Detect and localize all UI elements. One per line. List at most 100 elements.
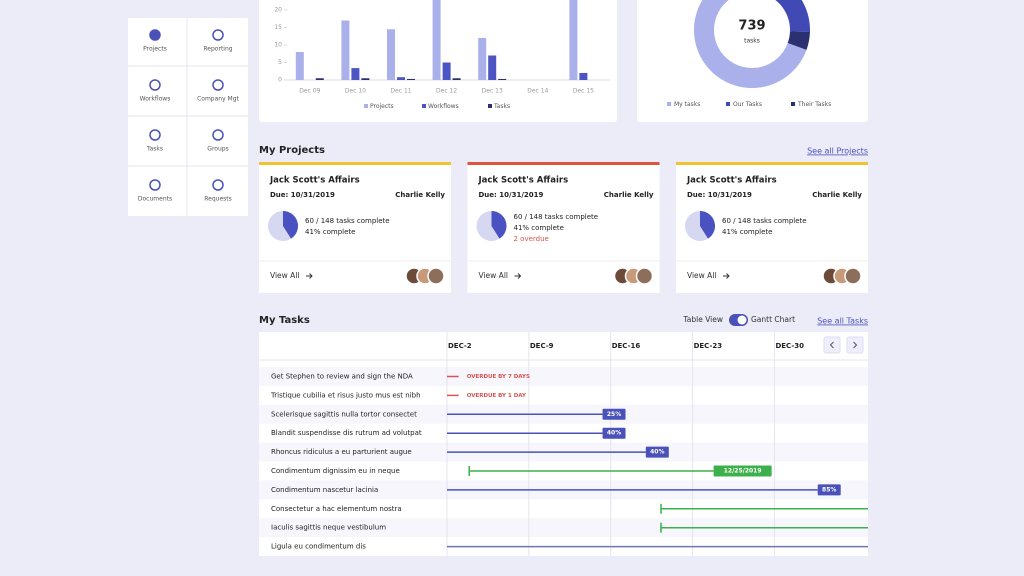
legend-swatch xyxy=(364,104,368,108)
x-tick-label: DEC-23 xyxy=(694,342,723,350)
legend-swatch xyxy=(726,102,730,106)
bar xyxy=(498,78,507,80)
x-tick-label: Dec 13 xyxy=(482,88,503,95)
task-name: Scelerisque sagittis nulla tortor consec… xyxy=(271,410,417,418)
toggle-knob xyxy=(737,315,747,325)
nav-label[interactable]: Workflows xyxy=(140,96,171,103)
task-badge xyxy=(602,427,626,439)
card-accent xyxy=(676,162,868,165)
card-overdue: 2 overdue xyxy=(514,235,549,243)
toggle-right[interactable]: Gantt Chart xyxy=(751,315,795,324)
nav-label[interactable]: Tasks xyxy=(146,146,163,153)
see-all-link[interactable]: See all Projects xyxy=(807,147,868,156)
y-tick-label: 10 xyxy=(274,42,282,49)
section-title: My Projects xyxy=(259,145,325,156)
y-tick-label: 15 xyxy=(274,24,282,31)
legend-label: Our Tasks xyxy=(733,101,762,108)
nav-button[interactable] xyxy=(846,336,864,354)
bar xyxy=(397,77,405,80)
task-name: Iaculis sagittis neque vestibulum xyxy=(271,524,386,532)
legend-swatch xyxy=(667,102,671,106)
task-name: Tristique cubilia et risus justo mus est… xyxy=(270,391,421,399)
nav-icon[interactable] xyxy=(212,129,224,141)
x-tick-label: Dec 12 xyxy=(436,88,457,95)
nav-grid xyxy=(128,18,248,216)
bar xyxy=(407,78,415,80)
card-owner: Charlie Kelly xyxy=(395,191,445,199)
nav-icon[interactable] xyxy=(149,129,161,141)
x-tick-label: Dec 11 xyxy=(390,88,411,95)
nav-button[interactable] xyxy=(823,336,841,354)
x-tick-label: Dec 15 xyxy=(573,88,594,95)
nav-icon[interactable] xyxy=(212,29,224,41)
legend-swatch xyxy=(422,104,426,108)
bar xyxy=(295,52,304,80)
bar xyxy=(341,20,350,80)
legend-swatch xyxy=(488,104,492,108)
toggle-left[interactable]: Table View xyxy=(682,315,723,324)
arrow xyxy=(723,273,730,279)
legend-label: Their Tasks xyxy=(797,101,831,108)
donut-total: 739 xyxy=(738,19,765,34)
task-name: Rhoncus ridiculus a eu parturient augue xyxy=(271,448,412,456)
view-all[interactable]: View All xyxy=(479,271,508,280)
nav-label[interactable]: Requests xyxy=(204,196,232,203)
chevron xyxy=(829,341,834,349)
nav-label[interactable]: Company Mgt xyxy=(197,96,239,103)
card-owner: Charlie Kelly xyxy=(604,191,654,199)
bar xyxy=(442,62,451,80)
nav-label[interactable]: Documents xyxy=(138,196,172,203)
row-bg xyxy=(259,367,868,386)
nav-label[interactable]: Reporting xyxy=(203,46,232,53)
card-percent: 41% complete xyxy=(722,228,772,236)
task-name: Blandit suspendisse dis rutrum ad volutp… xyxy=(271,429,422,437)
nav-icon[interactable] xyxy=(149,179,161,191)
bar xyxy=(432,0,441,80)
bar xyxy=(387,29,395,80)
card-due: Due: 10/31/2019 xyxy=(479,191,544,199)
nav-icon[interactable] xyxy=(149,79,161,91)
task-name: Ligula eu condimentum dis xyxy=(271,543,366,551)
view-all[interactable]: View All xyxy=(687,271,716,280)
card-title: Jack Scott's Affairs xyxy=(478,176,569,186)
x-tick-label: Dec 14 xyxy=(527,88,548,95)
y-tick-label: 0 xyxy=(278,77,282,84)
card-percent: 41% complete xyxy=(305,228,355,236)
nav-icon[interactable] xyxy=(212,79,224,91)
chevron xyxy=(853,341,858,349)
progress-slice xyxy=(700,211,715,239)
task-badge xyxy=(602,408,626,420)
legend-swatch xyxy=(791,102,795,106)
nav-label[interactable]: Projects xyxy=(143,46,167,53)
bar xyxy=(315,78,324,80)
bar xyxy=(361,78,370,80)
x-tick-label: DEC-2 xyxy=(448,342,472,350)
donut-slice xyxy=(694,0,807,88)
progress-slice xyxy=(491,211,507,239)
bar xyxy=(478,38,487,80)
nav-icon[interactable] xyxy=(149,29,161,41)
task-name: Consectetur a hac elementum nostra xyxy=(271,505,402,513)
bar xyxy=(579,73,588,80)
avatar xyxy=(427,267,445,285)
see-all-link[interactable]: See all Tasks xyxy=(817,317,868,326)
badge-label: 25% xyxy=(607,411,621,418)
card-accent xyxy=(467,162,660,165)
nav-label[interactable]: Groups xyxy=(207,146,228,153)
badge-label: 40% xyxy=(607,430,621,437)
card-accent xyxy=(259,162,451,165)
nav-icon[interactable] xyxy=(212,179,224,191)
view-all[interactable]: View All xyxy=(270,271,299,280)
bar xyxy=(569,0,578,80)
task-badge xyxy=(645,446,669,458)
legend-label: My tasks xyxy=(674,101,700,108)
badge-label: 40% xyxy=(650,449,664,456)
card-tasks: 60 / 148 tasks complete xyxy=(722,217,807,225)
bar xyxy=(351,68,360,80)
donut-slice xyxy=(787,31,810,50)
task-name: Get Stephen to review and sign the NDA xyxy=(271,373,413,381)
card-due: Due: 10/31/2019 xyxy=(687,191,752,199)
progress-slice xyxy=(283,211,298,239)
